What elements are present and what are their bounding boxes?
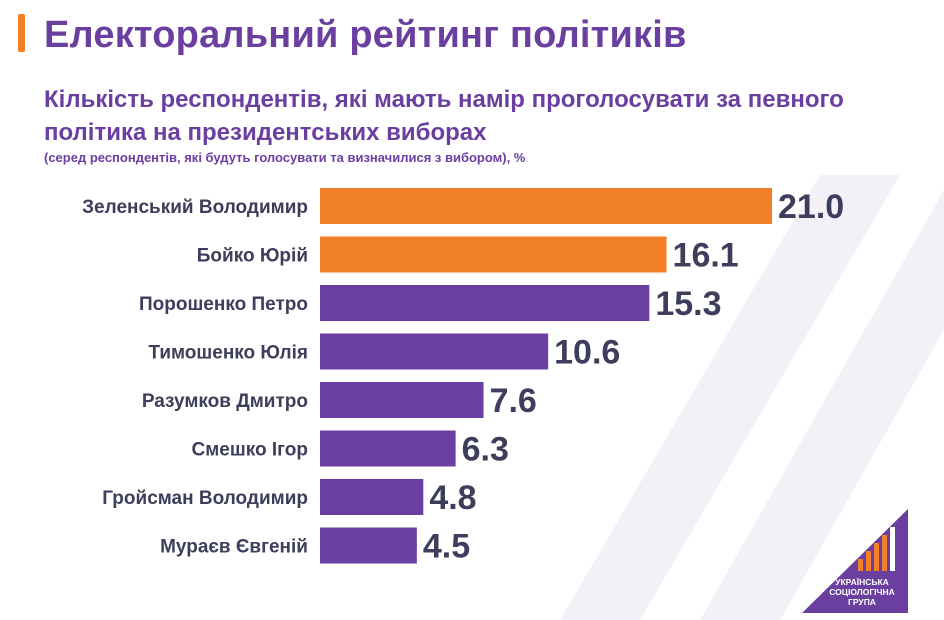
title-accent-bar [18, 14, 25, 52]
category-label: Тимошенко Юлія [148, 343, 308, 364]
category-label: Бойко Юрій [197, 246, 308, 267]
bar [320, 430, 456, 467]
logo-line-2: СОЦІОЛОГІЧНА [829, 587, 895, 597]
bar [320, 188, 772, 224]
category-label: Гройсман Володимир [102, 488, 308, 509]
company-logo: УКРАЇНСЬКА СОЦІОЛОГІЧНА ГРУПА [802, 509, 908, 613]
logo-line-3: ГРУПА [848, 597, 876, 607]
bar [320, 285, 650, 321]
value-label: 6.3 [462, 431, 509, 469]
value-label: 15.3 [655, 285, 721, 323]
category-label: Мураєв Євгеній [160, 537, 308, 558]
category-label: Смешко Ігор [192, 440, 308, 461]
value-label: 16.1 [673, 237, 739, 275]
bar [320, 382, 484, 418]
bar [320, 479, 424, 515]
value-label: 7.6 [490, 382, 537, 420]
value-label: 4.8 [429, 479, 476, 517]
value-label: 21.0 [778, 188, 844, 226]
value-label: 4.5 [423, 528, 470, 566]
chart-subtitle: Кількість респондентів, які мають намір … [44, 86, 844, 146]
chart-note: (серед респондентів, які будуть голосува… [44, 150, 526, 165]
page-title: Електоральний рейтинг політиків [44, 14, 687, 56]
category-label: Зеленський Володимир [82, 197, 308, 218]
category-label: Разумков Дмитро [142, 391, 308, 412]
bar [320, 527, 417, 564]
bar [320, 236, 667, 273]
logo-line-1: УКРАЇНСЬКА [835, 577, 889, 587]
rising-bars-logo-icon [858, 527, 895, 571]
category-label: Порошенко Петро [139, 294, 308, 315]
value-label: 10.6 [554, 334, 620, 372]
bar [320, 333, 549, 370]
